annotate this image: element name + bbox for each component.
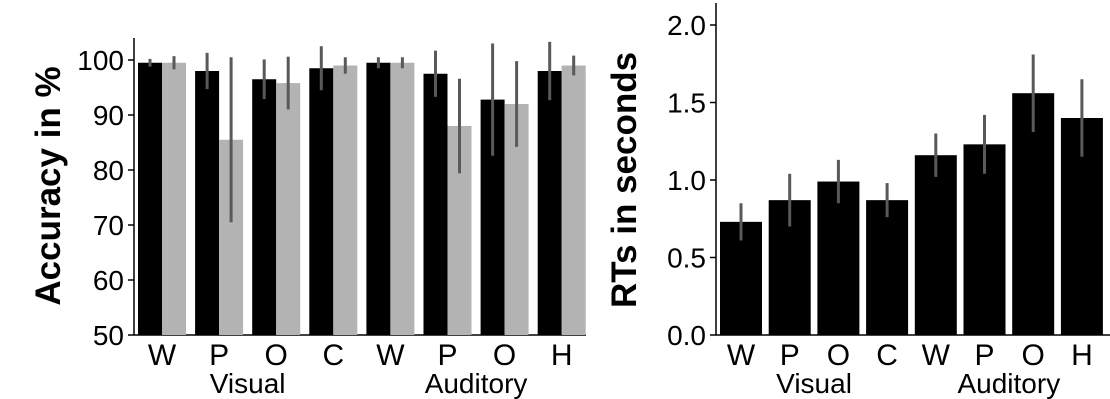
y-tick-label: 1.5	[667, 88, 706, 119]
group-label: Visual	[210, 368, 286, 399]
x-tick-label: H	[1071, 339, 1093, 372]
x-tick-label: P	[209, 339, 229, 372]
y-tick-label: 0.0	[667, 320, 706, 351]
group-label: Visual	[776, 368, 852, 399]
bar	[366, 62, 391, 335]
x-tick-label: O	[265, 339, 288, 372]
bar	[1012, 93, 1055, 335]
x-tick-label: W	[148, 339, 177, 372]
group-label: Auditory	[425, 368, 528, 399]
bar	[252, 79, 277, 335]
bar	[504, 104, 529, 335]
x-tick-label: C	[322, 339, 344, 372]
x-tick-label: P	[974, 339, 994, 372]
rt-chart: RTs in seconds 0.00.51.01.52.0W P O C W P O HVi…	[605, 3, 1110, 399]
bar	[720, 221, 762, 335]
bar	[390, 62, 415, 335]
bar	[561, 65, 586, 335]
x-tick-label: W	[727, 339, 756, 372]
x-tick-label: H	[551, 339, 573, 372]
bar	[276, 83, 301, 335]
bar	[195, 71, 220, 335]
y-tick-label: 80	[93, 155, 124, 186]
y-tick-label: 70	[93, 210, 124, 241]
bar	[537, 71, 562, 335]
accuracy-y-axis-label: Accuracy in %	[29, 66, 68, 305]
bar	[138, 62, 162, 335]
y-tick-label: 2.0	[667, 10, 706, 41]
y-tick-label: 100	[77, 45, 124, 76]
x-tick-label: O	[493, 339, 516, 372]
x-tick-label: W	[376, 339, 405, 372]
x-tick-label: P	[437, 339, 457, 372]
bar	[162, 62, 186, 335]
bar	[309, 68, 334, 335]
x-tick-label: W	[922, 339, 951, 372]
y-tick-label: 50	[93, 320, 124, 351]
bar	[817, 181, 860, 335]
bar	[423, 73, 448, 335]
group-label: Auditory	[957, 368, 1060, 399]
rt-y-axis-label: RTs in seconds	[605, 52, 644, 308]
y-tick-label: 90	[93, 100, 124, 131]
x-tick-label: P	[780, 339, 800, 372]
x-tick-label: O	[827, 339, 850, 372]
bar	[866, 200, 909, 335]
bar	[333, 65, 358, 335]
y-tick-label: 60	[93, 265, 124, 296]
y-tick-label: 1.0	[667, 165, 706, 196]
bar	[914, 155, 957, 335]
bar	[963, 144, 1006, 335]
x-tick-label: O	[1022, 339, 1045, 372]
x-tick-label: C	[876, 339, 898, 372]
y-tick-label: 0.5	[667, 243, 706, 274]
